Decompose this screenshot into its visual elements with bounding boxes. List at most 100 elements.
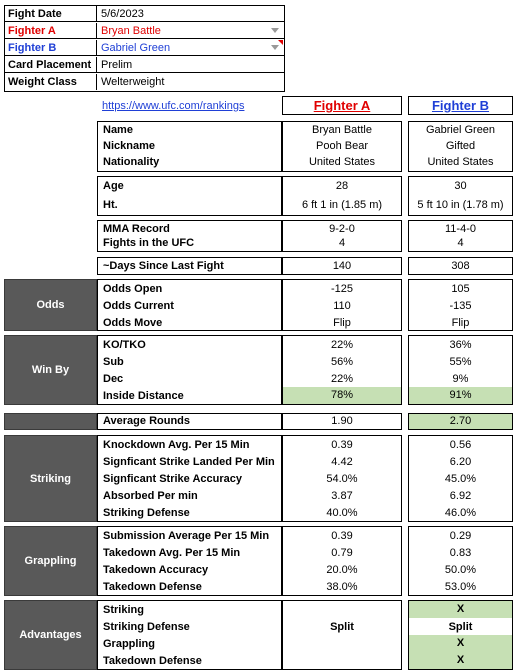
days-block-label bbox=[97, 257, 282, 275]
advantages-block-a bbox=[282, 600, 402, 670]
striking-block-label bbox=[97, 435, 282, 522]
fighter-a-header-text: Fighter A bbox=[313, 98, 371, 113]
advantages-label: Striking bbox=[103, 604, 144, 616]
physical-value-b: 5 ft 10 in (1.78 m) bbox=[417, 199, 504, 211]
rounds-label: Average Rounds bbox=[103, 415, 191, 427]
fighter-a-label: Fighter A bbox=[5, 23, 97, 39]
record-value-a: 9-2-0 bbox=[329, 223, 355, 235]
days-block-b bbox=[408, 257, 513, 275]
odds-value-b: 105 bbox=[451, 283, 470, 295]
advantages-value-a: Split bbox=[330, 621, 354, 633]
winby-block-a bbox=[282, 335, 402, 405]
striking-value-a: 40.0% bbox=[326, 507, 358, 519]
card-placement-row: Card Placement Prelim bbox=[5, 57, 285, 73]
record-label: Fights in the UFC bbox=[103, 237, 195, 249]
physical-value-b: 30 bbox=[454, 180, 467, 192]
striking-label: Signficant Strike Accuracy bbox=[103, 473, 242, 485]
advantages-value-b: X bbox=[409, 635, 512, 652]
striking-block-b bbox=[408, 435, 513, 522]
record-value-b: 4 bbox=[457, 237, 464, 249]
odds-value-b: Flip bbox=[451, 317, 470, 329]
rankings-link[interactable]: https://www.ufc.com/rankings bbox=[102, 100, 245, 112]
grappling-value-a: 0.79 bbox=[331, 547, 353, 559]
odds-label: Odds Move bbox=[103, 317, 163, 329]
fighter-b-label: Fighter B bbox=[5, 40, 97, 56]
fighter-b-select[interactable]: Gabriel Green bbox=[101, 42, 171, 54]
physical-label: Ht. bbox=[103, 199, 118, 211]
fighter-b-dropdown-icon[interactable] bbox=[271, 45, 279, 50]
winby-value-b: 9% bbox=[452, 373, 469, 385]
odds-block-a bbox=[282, 279, 402, 331]
rounds-block-a bbox=[282, 413, 402, 430]
winby-label: Dec bbox=[103, 373, 124, 385]
fighter-a-select[interactable]: Bryan Battle bbox=[101, 25, 161, 37]
odds-block-label bbox=[97, 279, 282, 331]
odds-label: Odds Current bbox=[103, 300, 174, 312]
striking-label: Signficant Strike Landed Per Min bbox=[103, 456, 275, 468]
grappling-value-b: 0.29 bbox=[449, 530, 472, 542]
striking-value-a: 4.42 bbox=[331, 456, 353, 468]
winby-value-a: 22% bbox=[330, 373, 354, 385]
weight-class-row: Weight Class Welterweight bbox=[5, 74, 285, 90]
rounds-block-b bbox=[408, 413, 513, 430]
profile-label: Nationality bbox=[103, 156, 160, 168]
grappling-label: Takedown Accuracy bbox=[103, 564, 209, 576]
grappling-value-a: 0.39 bbox=[331, 530, 353, 542]
weight-class-value[interactable]: Welterweight bbox=[101, 76, 165, 88]
profile-value-b: United States bbox=[427, 156, 494, 168]
profile-value-b: Gabriel Green bbox=[425, 124, 496, 136]
profile-label: Name bbox=[103, 124, 133, 136]
advantages-value-b: X bbox=[409, 601, 512, 618]
winby-block-label bbox=[97, 335, 282, 405]
grappling-value-b: 0.83 bbox=[449, 547, 472, 559]
record-block-b bbox=[408, 220, 513, 252]
fighter-a-header: Fighter A bbox=[282, 96, 402, 115]
physical-value-a: 6 ft 1 in (1.85 m) bbox=[301, 199, 383, 211]
odds-value-a: Flip bbox=[333, 317, 351, 329]
physical-label: Age bbox=[103, 180, 124, 192]
striking-value-b: 0.56 bbox=[449, 439, 472, 451]
winby-value-b: 36% bbox=[449, 339, 472, 351]
advantages-block-b bbox=[408, 600, 513, 670]
comment-indicator-icon bbox=[278, 40, 283, 45]
physical-value-a: 28 bbox=[335, 180, 349, 192]
grappling-section-label: Grappling bbox=[4, 526, 97, 596]
record-value-a: 4 bbox=[338, 237, 346, 249]
grappling-value-a: 38.0% bbox=[326, 581, 358, 593]
odds-section-label: Odds bbox=[4, 279, 97, 331]
profile-value-a: Bryan Battle bbox=[312, 124, 372, 136]
striking-value-b: 45.0% bbox=[444, 473, 477, 485]
profile-value-a: United States bbox=[308, 156, 376, 168]
winby-value-b: 55% bbox=[449, 356, 472, 368]
winby-value-a: 22% bbox=[330, 339, 354, 351]
days-block-a bbox=[282, 257, 402, 275]
record-value-b: 11-4-0 bbox=[445, 223, 476, 235]
odds-label: Odds Open bbox=[103, 283, 163, 295]
fighter-b-header-text: Fighter B bbox=[431, 98, 490, 113]
advantages-label: Striking Defense bbox=[103, 621, 190, 633]
winby-label: Inside Distance bbox=[103, 390, 184, 402]
record-block-a bbox=[282, 220, 402, 252]
grappling-label: Takedown Defense bbox=[103, 581, 202, 593]
striking-section-label: Striking bbox=[4, 435, 97, 522]
striking-value-b: 6.92 bbox=[449, 490, 472, 502]
rounds-value-a: 1.90 bbox=[331, 415, 353, 427]
profile-value-a: Pooh Bear bbox=[316, 140, 368, 152]
profile-block-label bbox=[97, 121, 282, 172]
odds-value-b: -135 bbox=[449, 300, 472, 312]
card-placement-label: Card Placement bbox=[5, 57, 97, 73]
physical-block-b bbox=[408, 176, 513, 216]
rounds-block-label bbox=[97, 413, 282, 430]
fighter-a-dropdown-icon[interactable] bbox=[271, 28, 279, 33]
rounds-value-b: 2.70 bbox=[449, 415, 472, 427]
fighter-a-row: Fighter A Bryan Battle bbox=[5, 23, 285, 39]
fight-date-value[interactable]: 5/6/2023 bbox=[101, 8, 144, 20]
fighter-b-header: Fighter B bbox=[408, 96, 513, 115]
physical-block-a bbox=[282, 176, 402, 216]
card-placement-value[interactable]: Prelim bbox=[101, 59, 133, 71]
winby-label: Sub bbox=[103, 356, 124, 368]
advantages-value-b: Split bbox=[448, 621, 473, 633]
advantages-section-label: Advantages bbox=[4, 600, 97, 670]
odds-value-a: -125 bbox=[330, 283, 354, 295]
striking-value-b: 46.0% bbox=[444, 507, 477, 519]
